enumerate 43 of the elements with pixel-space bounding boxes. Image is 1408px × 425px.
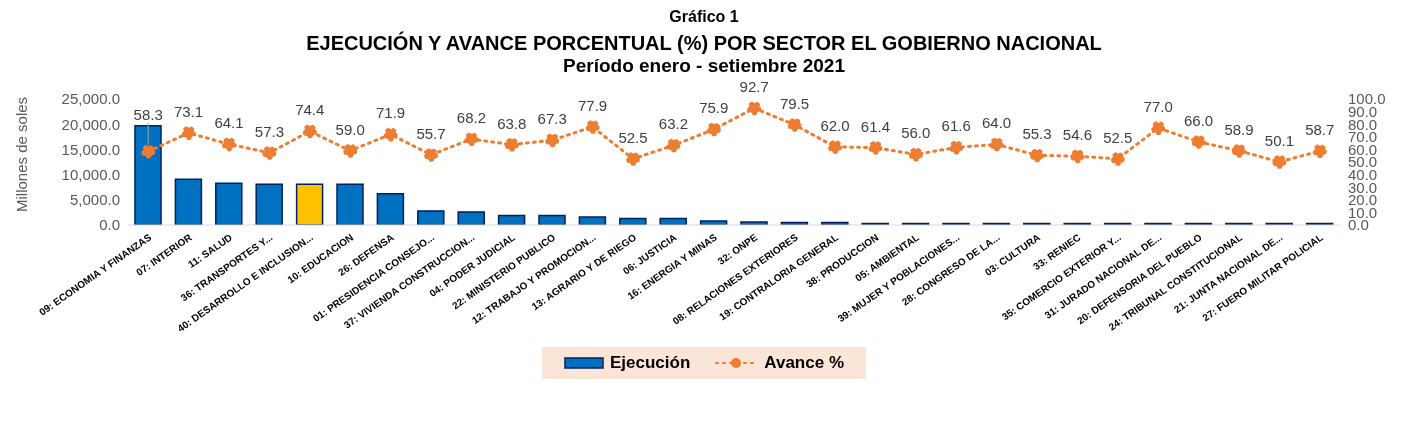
data-label: 50.1 bbox=[1264, 131, 1294, 149]
data-label: 79.5 bbox=[780, 94, 810, 112]
data-label: 66.0 bbox=[1184, 111, 1214, 129]
data-label: 63.8 bbox=[497, 114, 527, 132]
data-label: 77.9 bbox=[578, 96, 608, 114]
data-label: 61.6 bbox=[941, 117, 971, 135]
data-label: 68.2 bbox=[456, 109, 486, 127]
y2-tick-label: 100.0 bbox=[1348, 90, 1386, 108]
data-label: 52.5 bbox=[618, 128, 648, 146]
data-label: 63.2 bbox=[658, 115, 688, 133]
data-label: 64.1 bbox=[214, 114, 244, 132]
data-label: 75.9 bbox=[699, 99, 729, 117]
data-label: 52.5 bbox=[1103, 128, 1133, 146]
legend-label: Avance % bbox=[764, 353, 844, 373]
data-label: 62.0 bbox=[820, 116, 850, 134]
data-label: 77.0 bbox=[1143, 97, 1173, 115]
data-label: 92.7 bbox=[739, 78, 769, 96]
data-label: 54.6 bbox=[1062, 126, 1092, 144]
y-tick-label: 0.0 bbox=[99, 216, 120, 234]
chart-title: EJECUCIÓN Y AVANCE PORCENTUAL (%) POR SECTOR EL GOBIERNO NACIONAL bbox=[305, 32, 1103, 55]
data-label: 67.3 bbox=[537, 110, 567, 128]
chart-subtitle: Período enero - setiembre 2021 bbox=[562, 55, 846, 77]
data-label: 64.0 bbox=[982, 114, 1012, 132]
data-label: 58.9 bbox=[1224, 120, 1254, 138]
data-label: 55.7 bbox=[416, 124, 446, 142]
y-tick-label: 5,000.0 bbox=[69, 191, 120, 209]
data-label: 74.4 bbox=[295, 101, 325, 119]
y-tick-label: 25,000.0 bbox=[61, 90, 120, 108]
y-tick-label: 10,000.0 bbox=[61, 165, 120, 183]
y-axis-title: Millones de soles bbox=[13, 96, 31, 212]
data-label: 59.0 bbox=[335, 120, 365, 138]
data-label: 57.3 bbox=[254, 122, 284, 140]
data-label: 55.3 bbox=[1022, 125, 1052, 143]
data-label: 73.1 bbox=[174, 102, 204, 120]
data-label: 56.0 bbox=[901, 124, 931, 142]
data-label: 58.7 bbox=[1305, 121, 1335, 139]
y-tick-label: 20,000.0 bbox=[61, 115, 120, 133]
text: Gráfico 1 bbox=[668, 8, 740, 26]
data-label: 61.4 bbox=[860, 117, 890, 135]
data-label: 58.3 bbox=[133, 105, 163, 123]
data-label: 71.9 bbox=[376, 104, 406, 122]
legend-label: Ejecución bbox=[610, 353, 691, 373]
y-tick-label: 15,000.0 bbox=[61, 140, 120, 158]
